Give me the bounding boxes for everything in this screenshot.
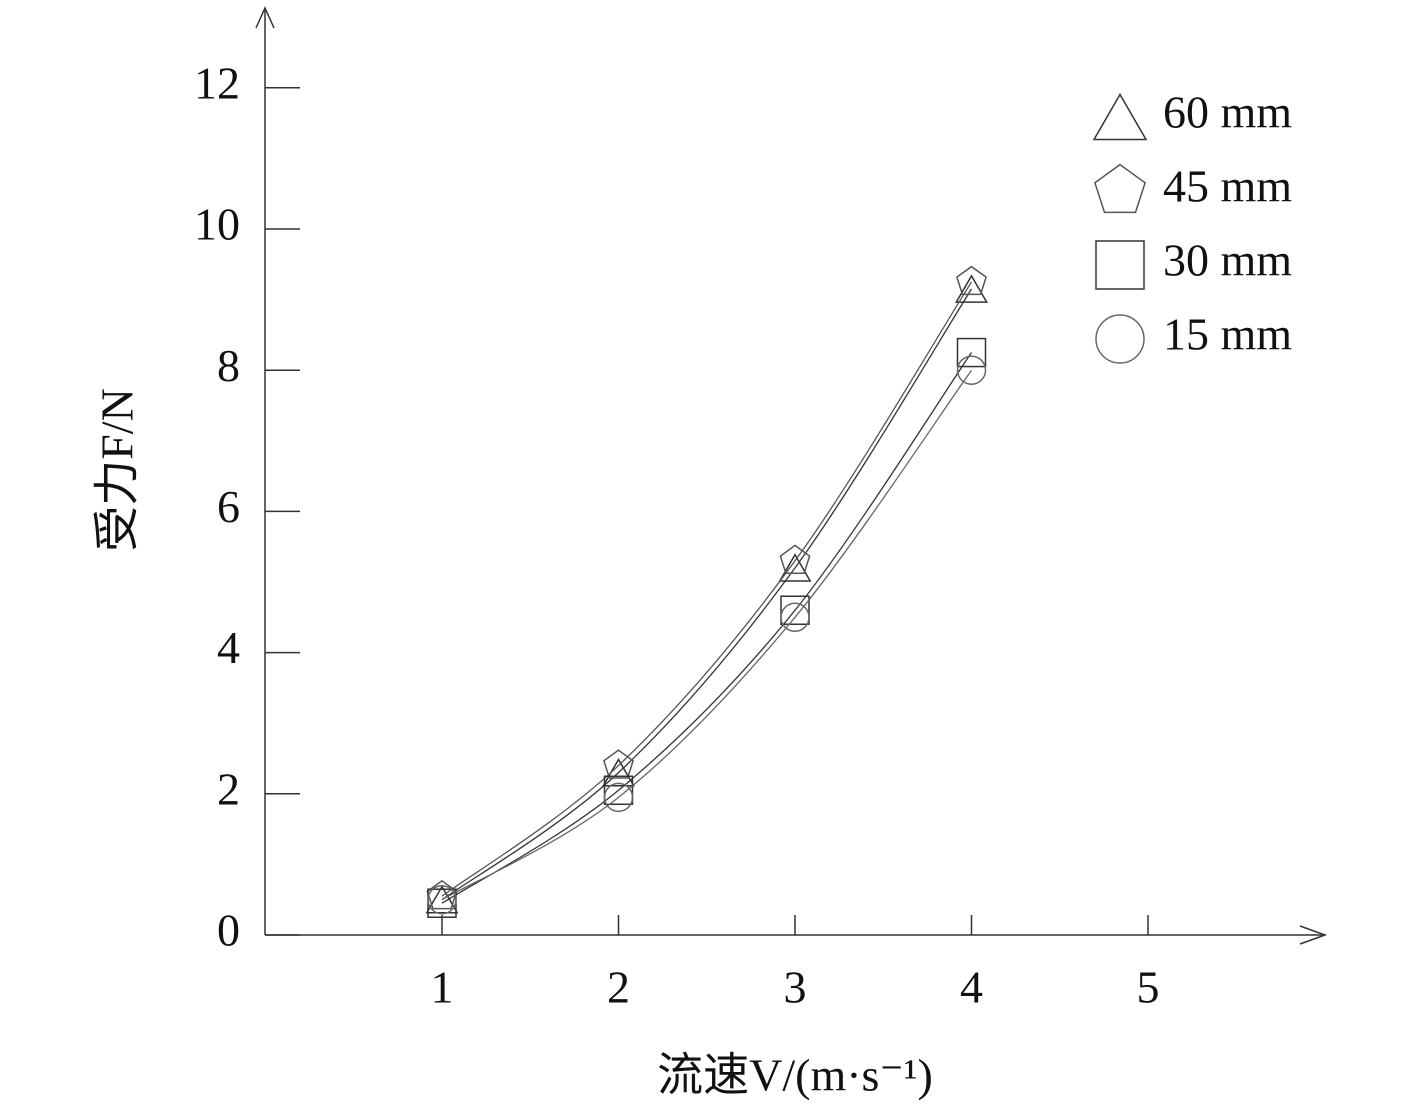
- y-tick-label: 6: [217, 481, 240, 532]
- x-tick-label: 4: [960, 962, 983, 1013]
- legend-marker: [1095, 240, 1145, 290]
- marker: [427, 884, 457, 915]
- x-tick-label: 1: [431, 962, 454, 1013]
- x-axis-arrow: [1299, 925, 1328, 945]
- x-axis-label: 流速V/(m·s⁻¹): [657, 1050, 933, 1101]
- marker: [779, 544, 811, 575]
- legend-marker: [1094, 163, 1146, 214]
- series-line: [441, 352, 973, 904]
- y-tick-label: 12: [194, 57, 240, 108]
- legend-label: 60 mm: [1163, 87, 1292, 138]
- marker: [425, 885, 459, 914]
- series-line: [441, 288, 973, 901]
- x-tick-label: 2: [607, 962, 630, 1013]
- y-axis-arrow: [255, 6, 275, 29]
- marker: [780, 602, 810, 633]
- series-line: [441, 281, 973, 897]
- marker: [956, 355, 987, 385]
- marker: [954, 274, 989, 303]
- legend-label: 45 mm: [1163, 161, 1292, 212]
- y-tick-label: 10: [194, 199, 240, 250]
- legend-marker: [1095, 314, 1145, 364]
- y-tick-label: 8: [217, 340, 240, 391]
- marker: [603, 782, 634, 813]
- series-line: [441, 369, 973, 901]
- marker: [778, 553, 812, 582]
- y-tick-label: 0: [217, 905, 240, 956]
- marker: [956, 337, 987, 368]
- x-tick-label: 5: [1137, 962, 1160, 1013]
- y-axis-label: 受力F/N: [92, 388, 143, 552]
- y-tick-label: 2: [217, 763, 240, 814]
- y-tick-label: 4: [217, 622, 240, 673]
- legend-label: 30 mm: [1163, 235, 1292, 286]
- marker: [780, 595, 810, 625]
- x-tick-label: 3: [784, 962, 807, 1013]
- legend-marker: [1092, 93, 1148, 141]
- marker: [603, 775, 634, 806]
- marker: [956, 265, 987, 296]
- legend-label: 15 mm: [1163, 309, 1292, 360]
- marker: [603, 749, 634, 779]
